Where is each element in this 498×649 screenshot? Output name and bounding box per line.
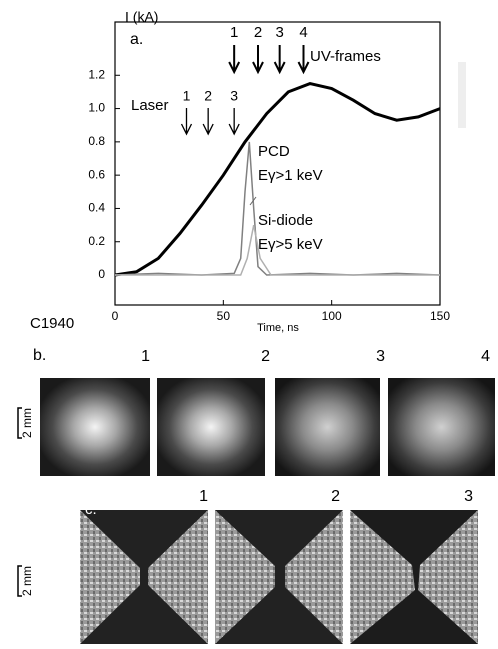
x-tick-label: 150 <box>430 309 450 323</box>
annotation: Si-diode <box>258 212 313 229</box>
frame-label: 3 <box>464 488 473 505</box>
image <box>388 378 495 476</box>
panel-c-images <box>17 510 478 644</box>
scale-bar <box>17 407 22 439</box>
uv-arrow <box>252 45 264 75</box>
frame-label: 2 <box>261 348 270 365</box>
scale-label: 2 mm <box>20 408 34 438</box>
y-tick-label: 1.0 <box>88 101 105 115</box>
image <box>157 378 265 476</box>
y-tick-label: 0.8 <box>88 134 105 148</box>
electrode <box>350 510 415 644</box>
electrode <box>148 510 208 644</box>
annotation: Laser <box>131 97 169 114</box>
panel-b-images <box>17 378 495 476</box>
annotation: Eγ>1 keV <box>258 167 323 184</box>
x-tick-label: 50 <box>217 309 231 323</box>
y-tick-label: 0 <box>98 267 105 281</box>
frame-label: 1 <box>141 348 150 365</box>
y-tick-label: 0.6 <box>88 167 105 181</box>
x-axis-label: Time, ns <box>257 322 299 334</box>
panel-label: c. <box>85 501 97 518</box>
laser-arrow <box>202 108 214 136</box>
x-tick-label: 0 <box>112 309 119 323</box>
uv-arrow <box>228 45 241 75</box>
pointer <box>249 196 257 206</box>
uv-frame-label: 4 <box>299 24 307 41</box>
y-axis-label: I (kA) <box>125 9 158 25</box>
y-tick-label: 0.2 <box>88 234 105 248</box>
annotation: PCD <box>258 143 290 160</box>
artifact <box>458 62 466 128</box>
id-label: C1940 <box>30 315 74 332</box>
image <box>275 378 380 476</box>
uv-frame-label: 2 <box>254 24 262 41</box>
laser-frame-label: 1 <box>183 88 191 104</box>
image <box>40 378 150 476</box>
electrode <box>418 510 478 644</box>
electrode <box>285 510 343 644</box>
annotation: Eγ>5 keV <box>258 236 323 253</box>
y-tick-label: 0.4 <box>88 201 105 215</box>
laser-frame-label: 2 <box>204 88 212 104</box>
y-tick-label: 1.2 <box>88 67 105 81</box>
panel-label: b. <box>33 347 46 364</box>
panel-label: a. <box>130 31 143 48</box>
uv-arrow <box>297 45 310 75</box>
frame-label: 3 <box>376 348 385 365</box>
plot-frame <box>114 21 441 306</box>
frame-label: 1 <box>199 488 208 505</box>
electrode <box>215 510 275 644</box>
electrode <box>80 510 140 644</box>
scale-label: 2 mm <box>20 566 34 596</box>
uv-frame-label: 3 <box>275 24 283 41</box>
x-tick-label: 100 <box>322 309 342 323</box>
uv-frame-label: 1 <box>230 24 238 41</box>
frame-label: 4 <box>481 348 490 365</box>
laser-arrow <box>180 108 193 136</box>
laser-arrow <box>228 108 240 136</box>
series-line <box>114 82 441 277</box>
scale-bar <box>17 565 22 597</box>
uv-arrow <box>273 45 286 75</box>
series-line <box>115 224 440 276</box>
laser-frame-label: 3 <box>230 88 238 104</box>
frame-label: 2 <box>331 488 340 505</box>
annotation: UV-frames <box>310 48 381 65</box>
series-line <box>114 141 441 276</box>
